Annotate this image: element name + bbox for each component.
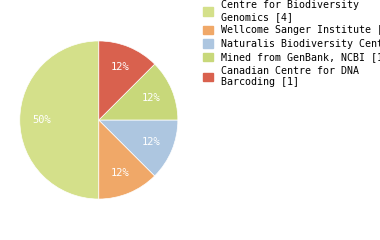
Text: 12%: 12%	[142, 137, 161, 147]
Wedge shape	[99, 120, 178, 176]
Text: 12%: 12%	[142, 93, 161, 103]
Wedge shape	[99, 64, 178, 120]
Legend: Centre for Biodiversity
Genomics [4], Wellcome Sanger Institute [1], Naturalis B: Centre for Biodiversity Genomics [4], We…	[203, 0, 380, 87]
Wedge shape	[99, 41, 155, 120]
Text: 50%: 50%	[33, 115, 51, 125]
Text: 12%: 12%	[111, 168, 130, 178]
Wedge shape	[99, 120, 155, 199]
Text: 12%: 12%	[111, 62, 130, 72]
Wedge shape	[20, 41, 99, 199]
